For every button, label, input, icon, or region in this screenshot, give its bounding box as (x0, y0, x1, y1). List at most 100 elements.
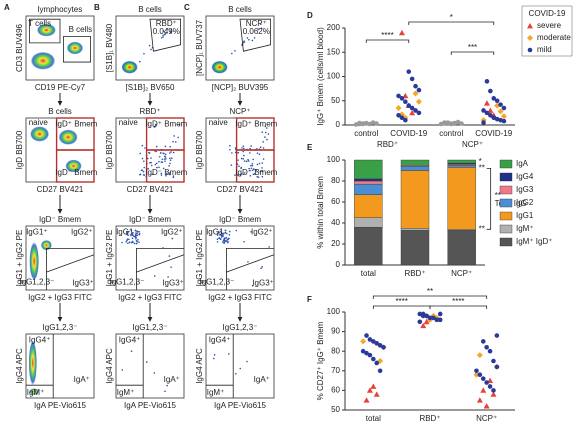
event-dot (243, 154, 245, 157)
legend-title: COVID-19 (529, 9, 566, 18)
event-dot (246, 360, 248, 363)
annotation: ** (495, 191, 501, 200)
gate (55, 149, 95, 183)
event-dot (164, 156, 167, 158)
event-dot (258, 153, 261, 155)
event-dot (261, 167, 263, 169)
data-point (424, 313, 429, 319)
group-label: RBD⁺ (377, 140, 398, 149)
panel-title: lymphocytes (38, 5, 82, 14)
event-dot (219, 238, 222, 241)
event-dot (142, 174, 145, 176)
x-axis-label: IgA PE-Vio615 (214, 401, 266, 410)
data-point (423, 318, 430, 325)
bar-segment (400, 159, 430, 166)
legend-label: IgG3 (516, 185, 534, 194)
event-dot (135, 238, 137, 240)
density (36, 23, 56, 37)
data-point (491, 96, 497, 101)
event-dot (216, 234, 219, 236)
event-dot (134, 233, 137, 236)
event-dot (227, 237, 230, 240)
data-point (481, 120, 486, 125)
y-tick-label: 100 (327, 72, 341, 81)
data-point (484, 344, 489, 350)
x-axis-label: [S1B]₂ BV650 (126, 83, 175, 92)
density (65, 159, 82, 173)
event-dot (128, 241, 131, 244)
event-dot (262, 147, 265, 149)
event-dot (162, 152, 164, 154)
legend-label: IgM⁺ IgD⁺ (516, 237, 552, 246)
y-tick-label: 70 (331, 366, 340, 375)
event-dot (138, 241, 140, 244)
y-axis-label: [S1B]₁ BV480 (105, 23, 114, 72)
panel-title: B cells (48, 107, 72, 116)
event-dot (164, 33, 167, 35)
data-point (360, 338, 367, 345)
data-point (367, 337, 373, 342)
event-dot (225, 232, 228, 235)
event-dot (225, 240, 228, 242)
event-dot (143, 160, 145, 162)
gate-label: IgG1,2,3⁻ (109, 277, 144, 286)
gate-label: naive (119, 118, 139, 127)
event-dot (160, 174, 163, 176)
event-dot (222, 241, 224, 244)
x-axis-label: IgG2 + IgG3 FITC (208, 293, 272, 302)
gate-label: IgG4⁺ (29, 336, 51, 345)
event-dot (162, 36, 164, 38)
y-axis-label: IgD BB700 (105, 130, 114, 169)
event-dot (219, 230, 222, 233)
event-dot (243, 240, 245, 243)
panel-title: NCP⁺ (229, 107, 250, 116)
bar-segment (400, 228, 430, 231)
event-dot (257, 28, 260, 31)
event-dot (136, 230, 138, 233)
event-dot (121, 241, 123, 244)
event-dot (241, 147, 243, 149)
gate-label: IgG4⁺ (209, 336, 231, 345)
gate (226, 254, 275, 273)
data-point (406, 69, 412, 74)
event-dot (160, 172, 163, 175)
event-dot (130, 350, 133, 352)
event-dot (242, 158, 245, 160)
event-dot (166, 172, 168, 175)
data-point (363, 397, 370, 403)
panel-title: RBD⁺ (139, 107, 160, 116)
data-point (484, 79, 490, 84)
gate-label: IgG2⁺ (161, 228, 183, 237)
data-point (488, 113, 493, 118)
data-point (488, 88, 493, 94)
event-dot (248, 167, 250, 170)
event-dot (242, 150, 245, 153)
event-dot (239, 367, 242, 370)
data-point (491, 388, 496, 393)
event-dot (172, 140, 174, 143)
event-dot (139, 60, 141, 63)
event-dot (139, 173, 142, 176)
data-point (409, 109, 416, 116)
y-axis-label: CD3 BUV496 (15, 23, 24, 72)
event-dot (178, 124, 181, 126)
legend-label: IgG4 (516, 172, 534, 181)
x-tick-label: total (366, 414, 381, 423)
data-point (377, 368, 383, 374)
data-point (374, 360, 380, 366)
data-point (416, 110, 422, 116)
event-dot (126, 238, 129, 240)
event-dot (132, 231, 134, 234)
bar-segment (354, 226, 383, 266)
data-point (487, 107, 494, 113)
event-dot (259, 23, 262, 26)
data-point (417, 311, 423, 317)
gate-label: IgG1,2,3⁻ (199, 277, 234, 286)
event-dot (158, 160, 160, 163)
data-point (371, 356, 376, 362)
event-dot (127, 234, 129, 237)
event-dot (136, 232, 138, 235)
data-point (402, 92, 409, 99)
x-axis-label: [NCP]₂ BUV395 (212, 83, 269, 92)
data-point (491, 358, 496, 364)
